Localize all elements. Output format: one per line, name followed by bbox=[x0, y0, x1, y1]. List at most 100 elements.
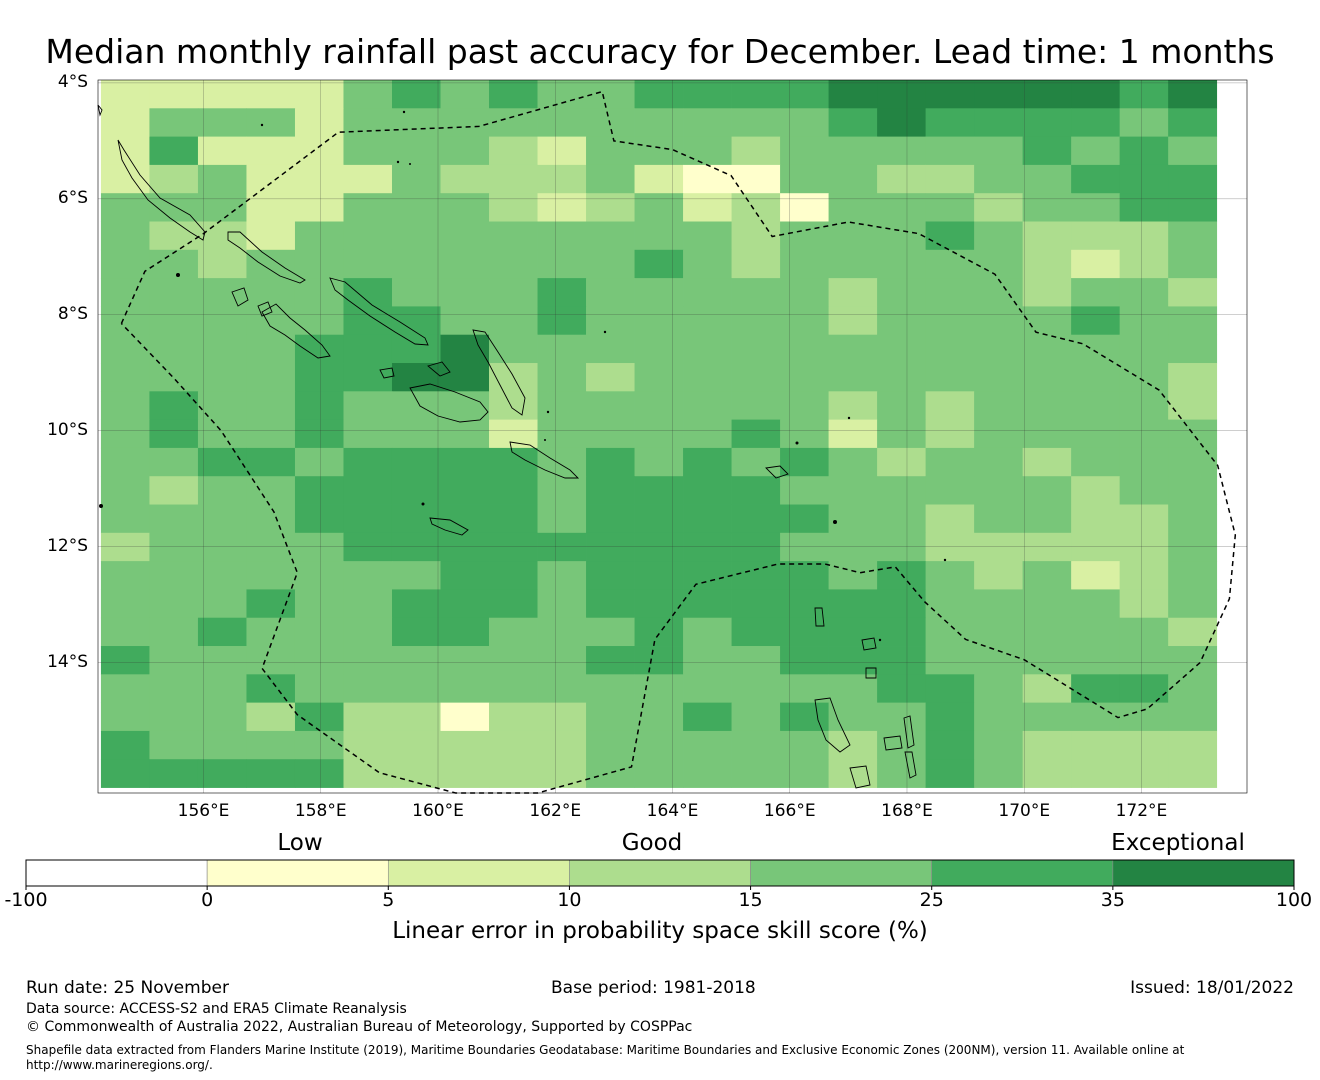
skill-cell bbox=[343, 334, 393, 364]
skill-cell bbox=[1119, 702, 1169, 732]
skill-cell bbox=[828, 221, 878, 251]
skill-cell bbox=[877, 617, 927, 647]
skill-cell bbox=[1168, 447, 1218, 477]
skill-cell bbox=[343, 730, 393, 760]
skill-cell bbox=[1168, 419, 1218, 449]
colorbar-tick-label: 100 bbox=[1275, 889, 1313, 911]
skill-cell bbox=[391, 278, 441, 307]
skill-cell bbox=[1168, 193, 1218, 222]
skill-cell bbox=[634, 589, 684, 619]
skill-cell bbox=[780, 363, 829, 392]
skill-cell bbox=[489, 476, 538, 505]
skill-cell bbox=[828, 504, 878, 534]
skill-cell bbox=[294, 561, 344, 590]
skill-cell bbox=[828, 617, 878, 647]
skill-cell bbox=[149, 476, 199, 505]
skill-cell bbox=[731, 532, 781, 562]
skill-cell bbox=[100, 278, 150, 307]
skill-cell bbox=[246, 504, 296, 534]
skill-cell bbox=[974, 447, 1024, 477]
skill-cell bbox=[974, 532, 1024, 562]
longitude-label: 166°E bbox=[763, 801, 816, 821]
skill-cell bbox=[100, 136, 150, 166]
skill-cell bbox=[780, 193, 829, 222]
skill-cell bbox=[343, 504, 393, 534]
skill-cell bbox=[537, 419, 587, 449]
skill-cell bbox=[537, 193, 587, 222]
skill-cell bbox=[343, 221, 393, 251]
skill-cell bbox=[391, 249, 441, 279]
skill-cell bbox=[100, 589, 150, 619]
skill-cell bbox=[343, 702, 393, 732]
atolls bbox=[99, 110, 947, 642]
skill-cell bbox=[634, 363, 684, 392]
skill-cell bbox=[828, 249, 878, 279]
skill-cell bbox=[1071, 476, 1121, 505]
skill-cell bbox=[100, 447, 150, 477]
skill-cell bbox=[780, 702, 829, 732]
skill-cell bbox=[440, 278, 490, 307]
skill-cell bbox=[1022, 561, 1072, 590]
skill-cell bbox=[780, 334, 829, 364]
latitude-label: 8°S bbox=[57, 303, 88, 324]
skill-cell bbox=[149, 702, 199, 732]
skill-cell bbox=[586, 278, 635, 307]
skill-cell bbox=[537, 476, 587, 505]
skill-cell bbox=[974, 617, 1024, 647]
skill-cell bbox=[1119, 334, 1169, 364]
skill-cell bbox=[440, 136, 490, 166]
skill-cell bbox=[683, 674, 732, 704]
skill-cell bbox=[391, 136, 441, 166]
skill-cell bbox=[391, 532, 441, 562]
longitude-label: 158°E bbox=[294, 801, 347, 821]
skill-cell bbox=[391, 646, 441, 675]
skill-cell bbox=[149, 221, 199, 251]
skill-cell bbox=[974, 504, 1024, 534]
skill-cell bbox=[780, 589, 829, 619]
skill-cell bbox=[391, 730, 441, 760]
skill-cell bbox=[489, 447, 538, 477]
base-period: Base period: 1981-2018 bbox=[551, 978, 756, 998]
skill-cell bbox=[537, 561, 587, 590]
skill-cell bbox=[634, 674, 684, 704]
skill-cell bbox=[586, 476, 635, 505]
skill-cell bbox=[440, 589, 490, 619]
skill-cell bbox=[974, 249, 1024, 279]
skill-cell bbox=[440, 476, 490, 505]
skill-cell bbox=[974, 589, 1024, 619]
skill-cell bbox=[343, 391, 393, 421]
skill-cell bbox=[197, 136, 247, 166]
skill-cell bbox=[925, 617, 975, 647]
skill-cell bbox=[489, 80, 538, 109]
skill-cell bbox=[1071, 617, 1121, 647]
skill-cell bbox=[683, 504, 732, 534]
island-banks bbox=[861, 637, 877, 651]
skill-cell bbox=[780, 108, 829, 138]
latitude-label: 4°S bbox=[57, 71, 88, 92]
skill-cell bbox=[246, 759, 296, 788]
island-kolombangara bbox=[257, 301, 273, 317]
skill-cell bbox=[149, 617, 199, 647]
skill-cell bbox=[1071, 561, 1121, 590]
skill-cell bbox=[877, 419, 927, 449]
skill-cell bbox=[489, 589, 538, 619]
skill-cell bbox=[197, 561, 247, 590]
skill-cell bbox=[634, 504, 684, 534]
skill-cell bbox=[634, 80, 684, 109]
skill-cell bbox=[294, 363, 344, 392]
skill-cell bbox=[780, 419, 829, 449]
skill-cell bbox=[1168, 363, 1218, 392]
skill-cell bbox=[197, 221, 247, 251]
skill-cell bbox=[731, 730, 781, 760]
skill-cell bbox=[149, 419, 199, 449]
skill-cell bbox=[246, 646, 296, 675]
skill-cell bbox=[877, 164, 927, 194]
longitude-label: 162°E bbox=[529, 801, 582, 821]
skill-cell bbox=[343, 532, 393, 562]
skill-cell bbox=[925, 447, 975, 477]
skill-cell bbox=[828, 391, 878, 421]
skill-cell bbox=[294, 759, 344, 788]
skill-cell bbox=[683, 447, 732, 477]
skill-cell bbox=[828, 447, 878, 477]
skill-cell bbox=[877, 221, 927, 251]
